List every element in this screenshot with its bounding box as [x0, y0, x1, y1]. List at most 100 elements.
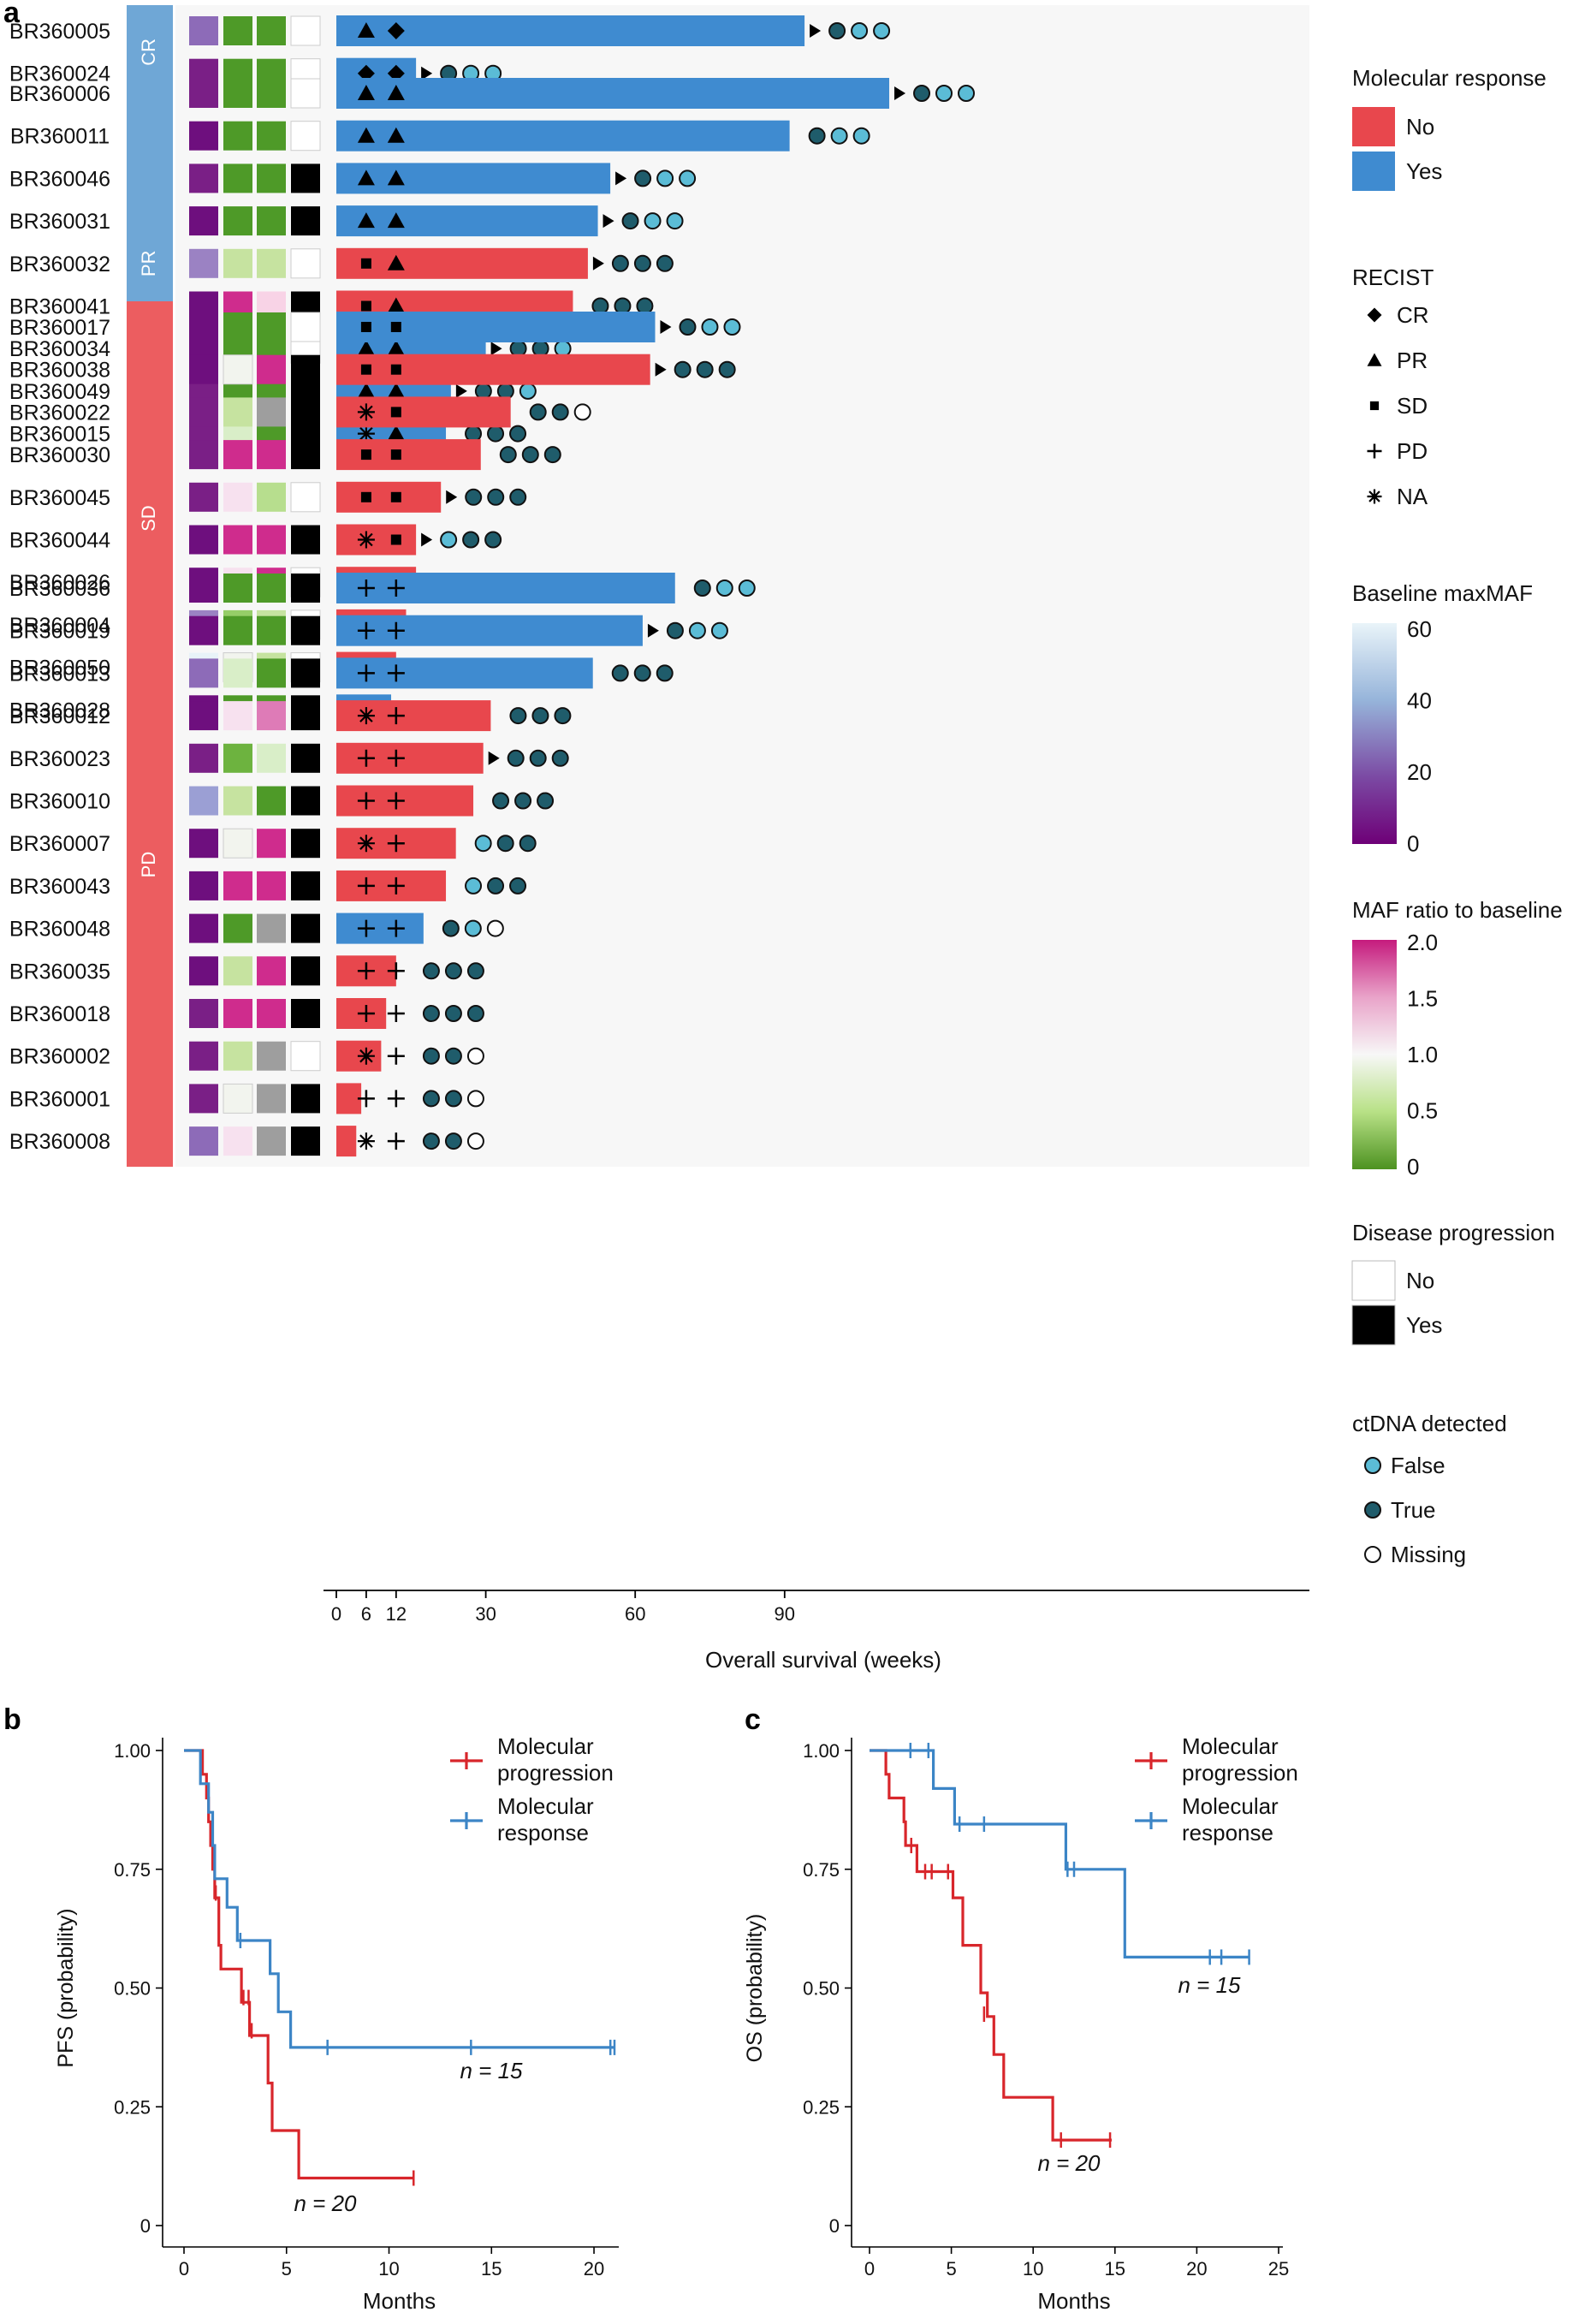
n-label: n = 15: [1178, 1972, 1241, 1998]
survival-bar: [336, 15, 805, 46]
ctdna-circle: [422, 1005, 440, 1022]
swimmer-row: BR360036: [9, 573, 756, 603]
recist-6wk-marker: [357, 962, 375, 980]
recist-6wk-marker: [357, 621, 375, 639]
annotation-square: [291, 206, 320, 236]
annotation-square: [223, 482, 252, 512]
ctdna-circle: [499, 446, 517, 464]
annotation-square: [257, 312, 286, 342]
km-plot-os: 0 0.25 0.50 0.75 1.00 0 5 10 15 20 25 Months OS (pro…: [743, 1733, 1298, 2314]
y-axis-title: PFS (probability): [54, 1908, 78, 2067]
annotation-square: [291, 163, 320, 193]
recist-12wk-marker: [387, 425, 405, 441]
swimmer-row: BR360011: [10, 120, 870, 152]
group-label: SD: [138, 505, 159, 532]
panel-a-label: a: [3, 0, 21, 29]
annotation-square: [223, 574, 252, 603]
legend-recist-title: RECIST: [1352, 264, 1434, 290]
annotation-square: [257, 574, 286, 603]
legend-label: No: [1406, 1268, 1434, 1293]
recist-6wk-marker: [360, 491, 371, 502]
annotation-square: [257, 525, 286, 555]
recist-12wk-marker: [387, 664, 405, 682]
ctdna-circle: [696, 360, 714, 378]
annotation-square: [291, 743, 320, 773]
ctdna-circle: [465, 488, 483, 506]
ctdna-circle: [551, 749, 569, 767]
legends: Molecular response No Yes RECIST CR PR SD PD NA B…: [1351, 65, 1563, 1567]
x-tick-label: 5: [946, 2258, 956, 2279]
patient-id: BR360010: [9, 790, 110, 814]
recist-6wk-marker: [357, 425, 375, 443]
ctdna-circle: [509, 877, 527, 895]
x-tick-label: 20: [584, 2258, 604, 2279]
legend-mafratio-colorbar: [1352, 940, 1397, 1169]
x-axis-title: Months: [1037, 2288, 1110, 2314]
recist-6wk-marker: [357, 919, 375, 937]
y-tick-label: 0.75: [803, 1859, 840, 1881]
ctdna-circle: [852, 127, 870, 145]
annotation-square: [223, 440, 252, 470]
survival-bar: [336, 657, 593, 689]
survival-bar: [336, 247, 588, 279]
recist-6wk-marker: [357, 1132, 375, 1150]
annotation-square: [291, 658, 320, 688]
recist-6wk-marker: [357, 382, 375, 398]
annotation-square: [189, 79, 218, 108]
recist-6wk-marker: [357, 580, 375, 597]
swimmer-row: BR360010: [9, 785, 555, 817]
censored-arrow: [647, 623, 659, 638]
ctdna-circle: [693, 580, 711, 597]
ctdna-circle: [474, 382, 492, 400]
legend-label: Molecular progression: [1182, 1733, 1298, 1786]
annotation-square: [257, 615, 286, 645]
n-label: n = 20: [1037, 2150, 1101, 2176]
recist-6wk-marker: [357, 1005, 375, 1022]
ctdna-circle: [828, 22, 846, 39]
patient-id: BR360050: [9, 657, 110, 681]
survival-bar: [336, 354, 650, 385]
annotation-square: [257, 701, 286, 731]
patient-id: BR360011: [10, 125, 110, 149]
recist-12wk-marker: [387, 707, 405, 725]
ctdna-circle: [913, 85, 931, 102]
annotation-square: [189, 1126, 218, 1156]
legend-label: Missing: [1391, 1542, 1466, 1567]
legend-swatch-no: [1352, 107, 1395, 146]
survival-bar: [336, 912, 424, 944]
annotation-square: [189, 615, 218, 645]
ctdna-circle: [644, 212, 662, 230]
annotation-square: [189, 999, 218, 1028]
recist-12wk-marker: [387, 169, 405, 186]
recist-6wk-marker: [360, 300, 371, 312]
annotation-square: [257, 1126, 286, 1156]
x-tick-label: 10: [378, 2258, 399, 2279]
swimmer-row: BR360018: [9, 998, 484, 1029]
ctdna-circle: [634, 169, 652, 187]
ctdna-circle: [591, 297, 609, 315]
ctdna-circle: [466, 1132, 484, 1150]
swimmer-row: BR360008: [9, 1126, 484, 1157]
ctdna-circle: [656, 169, 674, 187]
legend-recist-pr-icon: [1367, 353, 1382, 366]
censored-arrow: [488, 751, 500, 765]
legend-label: PR: [1397, 348, 1428, 373]
ctdna-circle: [873, 22, 891, 39]
annotation-square: [257, 248, 286, 278]
recist-6wk-marker: [357, 1047, 375, 1065]
x-tick-label: 30: [475, 1603, 496, 1625]
ctdna-circle: [958, 85, 976, 102]
patient-id: BR360012: [9, 704, 110, 728]
recist-6wk-marker: [357, 707, 375, 725]
ctdna-circle: [465, 425, 483, 443]
patient-id: BR360015: [9, 423, 110, 447]
annotation-square: [223, 1126, 252, 1156]
annotation-square: [189, 913, 218, 943]
ctdna-circle: [444, 1090, 462, 1108]
annotation-square: [189, 206, 218, 236]
annotation-square: [257, 354, 286, 384]
annotation-square: [257, 999, 286, 1028]
legend-label: Yes: [1406, 158, 1442, 184]
legend-label: NA: [1397, 484, 1428, 509]
